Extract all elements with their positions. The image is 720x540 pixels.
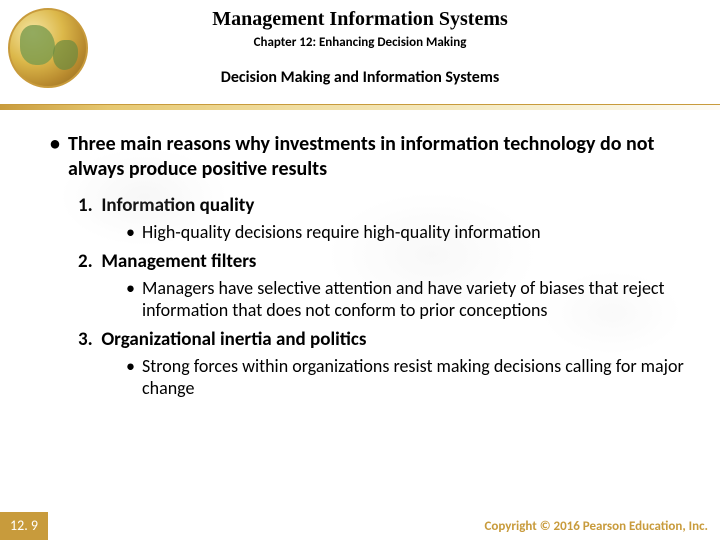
chapter-title: Chapter 12: Enhancing Decision Making [0, 35, 720, 50]
main-bullet: Three main reasons why investments in in… [50, 132, 690, 182]
slide-content: Three main reasons why investments in in… [0, 110, 720, 400]
item-1: 1. Information quality [78, 194, 690, 217]
copyright-text: Copyright © 2016 Pearson Education, Inc. [484, 519, 708, 534]
item-2: 2. Management filters [78, 250, 690, 273]
item-2-sub: Managers have selective attention and ha… [126, 277, 690, 322]
item-1-title: Information quality [101, 194, 254, 217]
item-1-sub: High-quality decisions require high-qual… [126, 221, 690, 244]
item-2-num: 2. [78, 250, 93, 273]
item-3-title: Organizational inertia and politics [101, 328, 366, 351]
slide-header: Management Information Systems Chapter 1… [0, 0, 720, 110]
globe-icon [8, 8, 88, 88]
item-1-num: 1. [78, 194, 93, 217]
page-number: 12. 9 [0, 512, 48, 540]
section-title: Decision Making and Information Systems [0, 68, 720, 87]
item-3-num: 3. [78, 328, 93, 351]
slide-footer: 12. 9 Copyright © 2016 Pearson Education… [0, 512, 720, 540]
item-3-sub: Strong forces within organizations resis… [126, 355, 690, 400]
item-2-title: Management filters [101, 250, 256, 273]
book-title: Management Information Systems [0, 0, 720, 31]
item-3: 3. Organizational inertia and politics [78, 328, 690, 351]
